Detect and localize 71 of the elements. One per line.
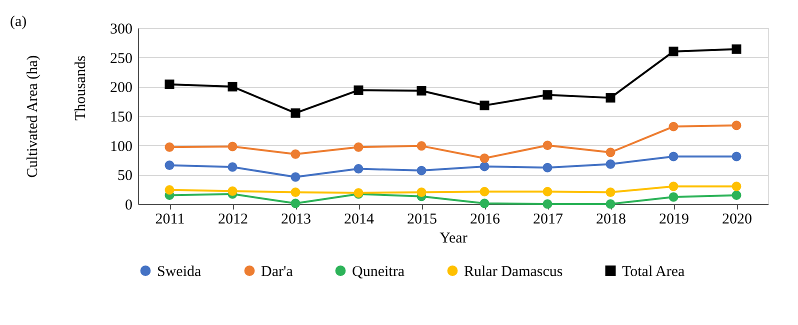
point [290, 108, 300, 118]
y-tick-label: 50 [118, 168, 132, 184]
point [668, 182, 678, 192]
legend-label: Total Area [622, 264, 686, 280]
x-tick-label: 2017 [533, 212, 564, 228]
y-axis-title: Cultivated Area (ha) [25, 55, 41, 178]
point [542, 90, 552, 100]
point [480, 186, 490, 196]
y-tick-label: 300 [110, 22, 132, 38]
point [416, 86, 426, 96]
x-axis-title: Year [440, 230, 468, 246]
y-tick-label: 200 [110, 80, 132, 96]
point [606, 148, 616, 158]
point [164, 185, 174, 195]
point [354, 164, 364, 174]
point [480, 100, 490, 110]
point [542, 186, 552, 196]
x-tick-label: 2019 [659, 212, 689, 228]
point [668, 122, 678, 132]
x-tick-label: 2015 [407, 212, 437, 228]
x-tick-label: 2011 [155, 212, 185, 228]
point [228, 142, 238, 152]
legend-label: Quneitra [352, 264, 405, 280]
point [732, 190, 742, 200]
point [668, 192, 678, 202]
point [732, 120, 742, 130]
point [164, 160, 174, 170]
x-tick-label: 2018 [596, 212, 626, 228]
point [228, 82, 238, 92]
point [606, 93, 616, 103]
point [606, 199, 616, 209]
x-tick-label: 2020 [722, 212, 752, 228]
point [354, 142, 364, 152]
y-tick-label: 250 [110, 50, 132, 67]
point [732, 44, 742, 54]
legend-label: Sweida [157, 264, 202, 280]
point [164, 142, 174, 152]
legend-label: Dar'a [261, 264, 294, 280]
point [354, 85, 364, 95]
point [668, 46, 678, 56]
point [542, 140, 552, 150]
point [228, 186, 238, 196]
y-tick-label: 150 [110, 110, 132, 126]
x-tick-label: 2012 [218, 212, 248, 228]
y-tick-label: 100 [110, 138, 132, 155]
point [290, 172, 300, 182]
point [542, 162, 552, 172]
point [732, 182, 742, 192]
point [480, 154, 490, 163]
point [290, 149, 300, 159]
x-tick-label: 2014 [344, 212, 374, 228]
point [668, 152, 678, 162]
point [164, 80, 174, 90]
text: (a) [10, 14, 27, 30]
y-tick-label: 0 [125, 198, 132, 214]
point [416, 166, 426, 176]
point [606, 159, 616, 169]
point [228, 162, 238, 172]
point [542, 199, 552, 209]
point [290, 198, 300, 208]
point [416, 188, 426, 197]
point [480, 162, 490, 172]
point [480, 198, 490, 208]
x-tick-label: 2013 [281, 212, 311, 228]
text: Thousands [73, 55, 89, 120]
legend-label: Rular Damascus [464, 264, 563, 280]
point [606, 188, 616, 197]
point [290, 188, 300, 197]
point [732, 152, 742, 162]
point [416, 141, 426, 151]
x-tick-label: 2016 [470, 212, 500, 228]
